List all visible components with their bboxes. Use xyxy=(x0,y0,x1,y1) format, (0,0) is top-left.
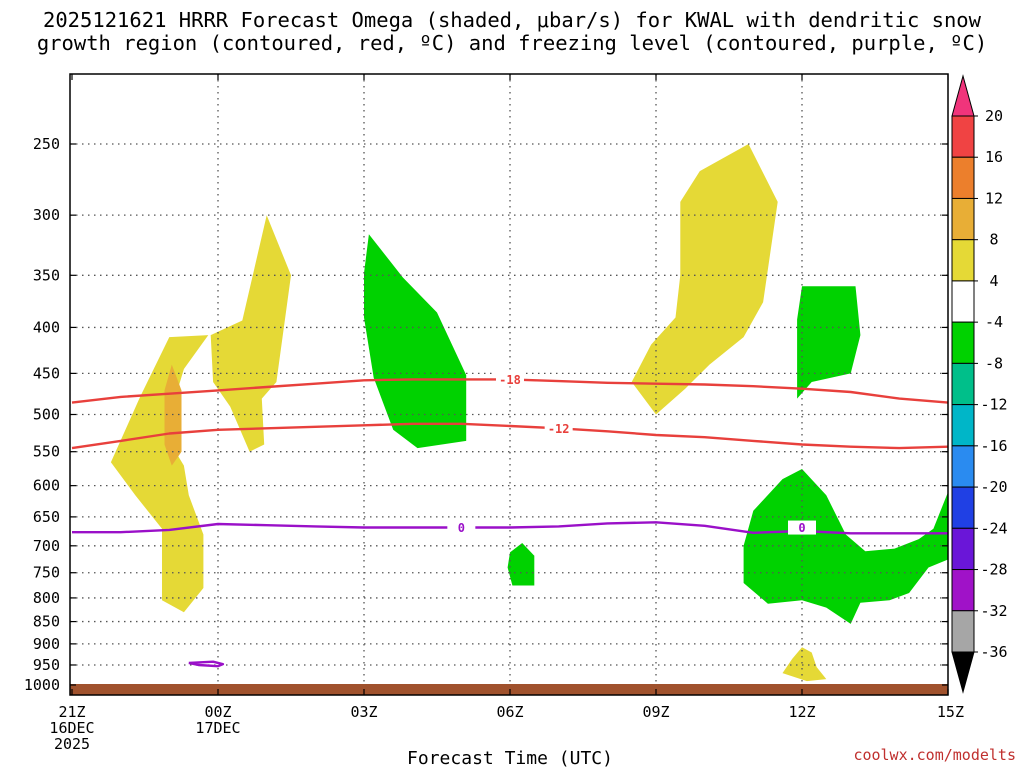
x-tick-label-h0-line1: 16DEC xyxy=(49,719,94,737)
y-tick-label-900: 900 xyxy=(33,635,60,653)
colorbar-label-0: 20 xyxy=(985,107,1003,125)
omega-region-yellow-left-upper xyxy=(210,215,291,452)
omega-region-green-left xyxy=(364,234,467,449)
y-tick-label-850: 850 xyxy=(33,613,60,631)
omega-region-green-small xyxy=(507,543,535,586)
omega-shaded-regions xyxy=(110,144,948,682)
colorbar-label-9: -20 xyxy=(980,478,1007,496)
omega-region-yellow-left-lower xyxy=(110,335,209,613)
plot-frame xyxy=(69,73,949,696)
colorbar-label-7: -12 xyxy=(980,396,1007,414)
contour-dgz-minus-12 xyxy=(71,422,948,450)
colorbar-label-2: 12 xyxy=(985,189,1003,207)
y-tick-label-800: 800 xyxy=(33,589,60,607)
colorbar-label-12: -32 xyxy=(980,602,1007,620)
colorbar-segment-0 xyxy=(951,115,975,158)
ground-surface xyxy=(70,684,948,695)
colorbar-label-8: -16 xyxy=(980,437,1007,455)
contour-dgz-minus-12-label-bg xyxy=(544,421,573,436)
y-tick-label-450: 450 xyxy=(33,364,60,382)
freezing-level-label-12z-label: 0 xyxy=(798,521,805,535)
colorbar-label-4: 4 xyxy=(989,272,998,290)
colorbar-segment-3 xyxy=(951,239,975,282)
freezing-level-label-12z-label-bg xyxy=(788,520,816,535)
y-tick-label-550: 550 xyxy=(33,443,60,461)
x-tick-label-h3-line0: 00Z xyxy=(204,703,231,721)
x-tick-label-h12-line0: 09Z xyxy=(642,703,669,721)
colorbar-segment-6 xyxy=(951,362,975,406)
y-tick-label-300: 300 xyxy=(33,206,60,224)
omega-region-green-right-upper xyxy=(797,286,861,399)
x-tick-label-h6-line0: 03Z xyxy=(350,703,377,721)
contour-freezing-level-loop xyxy=(188,660,225,668)
omega-region-yellow-right-upper xyxy=(631,144,778,415)
y-tick-label-750: 750 xyxy=(33,564,60,582)
chart-title-line-1: 2025121621 HRRR Forecast Omega (shaded, … xyxy=(43,8,982,32)
x-tick-label-h0-line0: 21Z xyxy=(58,703,85,721)
colorbar-top-arrow xyxy=(951,74,975,117)
contour-dgz-minus-12-label: -12 xyxy=(548,422,570,436)
colorbar-bottom-arrow xyxy=(951,651,975,694)
y-tick-label-650: 650 xyxy=(33,508,60,526)
y-tick-label-350: 350 xyxy=(33,266,60,284)
x-tick-label-h18-line0: 15Z xyxy=(937,703,964,721)
x-tick-label-h0-line2: 2025 xyxy=(54,735,90,753)
y-tick-label-500: 500 xyxy=(33,406,60,424)
x-tick-label-h15-line0: 12Z xyxy=(788,703,815,721)
colorbar-segment-11 xyxy=(951,569,975,612)
colorbar-segment-5 xyxy=(951,321,975,364)
colorbar-label-11: -28 xyxy=(980,561,1007,579)
colorbar-label-10: -24 xyxy=(980,519,1007,537)
y-tick-label-400: 400 xyxy=(33,318,60,336)
colorbar-segment-9 xyxy=(951,486,975,529)
pressure-axis: 250 300 350 400 450 500 550 600 650 700 750 800 850 9… xyxy=(24,135,948,694)
x-axis-title: Forecast Time (UTC) xyxy=(407,748,613,768)
contour-dgz-minus-18-label-bg xyxy=(496,372,524,387)
colorbar-label-6: -8 xyxy=(985,354,1003,372)
omega-region-yellow-right-small xyxy=(782,647,827,682)
y-tick-label-250: 250 xyxy=(33,135,60,153)
x-tick-label-h9-line0: 06Z xyxy=(496,703,523,721)
colorbar-segment-10 xyxy=(951,527,975,571)
colorbar-segment-7 xyxy=(951,404,975,447)
colorbar-label-1: 16 xyxy=(985,148,1003,166)
omega-region-green-right-lower xyxy=(743,469,948,624)
y-tick-label-950: 950 xyxy=(33,656,60,674)
contour-freezing-level-main-label: 0 xyxy=(458,521,465,535)
colorbar-label-5: -4 xyxy=(985,313,1003,331)
y-tick-label-1000: 1000 xyxy=(24,676,60,694)
colorbar-segment-8 xyxy=(951,445,975,488)
colorbar-segment-12 xyxy=(951,610,975,653)
temperature-contours: -18 -12 0 0 xyxy=(71,372,948,668)
colorbar-label-3: 8 xyxy=(989,231,998,249)
contour-dgz-minus-18-label: -18 xyxy=(499,373,521,387)
contour-freezing-level-main-label-bg xyxy=(447,520,476,535)
y-tick-label-700: 700 xyxy=(33,537,60,555)
colorbar-label-13: -36 xyxy=(980,643,1007,661)
x-tick-label-h3-line1: 17DEC xyxy=(195,719,240,737)
chart-title-line-2: growth region (contoured, red, ºC) and f… xyxy=(37,31,987,55)
y-tick-label-600: 600 xyxy=(33,477,60,495)
colorbar-segment-1 xyxy=(951,156,975,199)
credit-link[interactable]: coolwx.com/modelts xyxy=(853,746,1016,764)
colorbar-segment-4 xyxy=(951,280,975,323)
omega-colorbar: 20 16 12 8 4 -4 -8 -12 -16 -20 -24 -28 -32 -36 xyxy=(951,74,1008,694)
colorbar-segment-2 xyxy=(951,197,975,241)
